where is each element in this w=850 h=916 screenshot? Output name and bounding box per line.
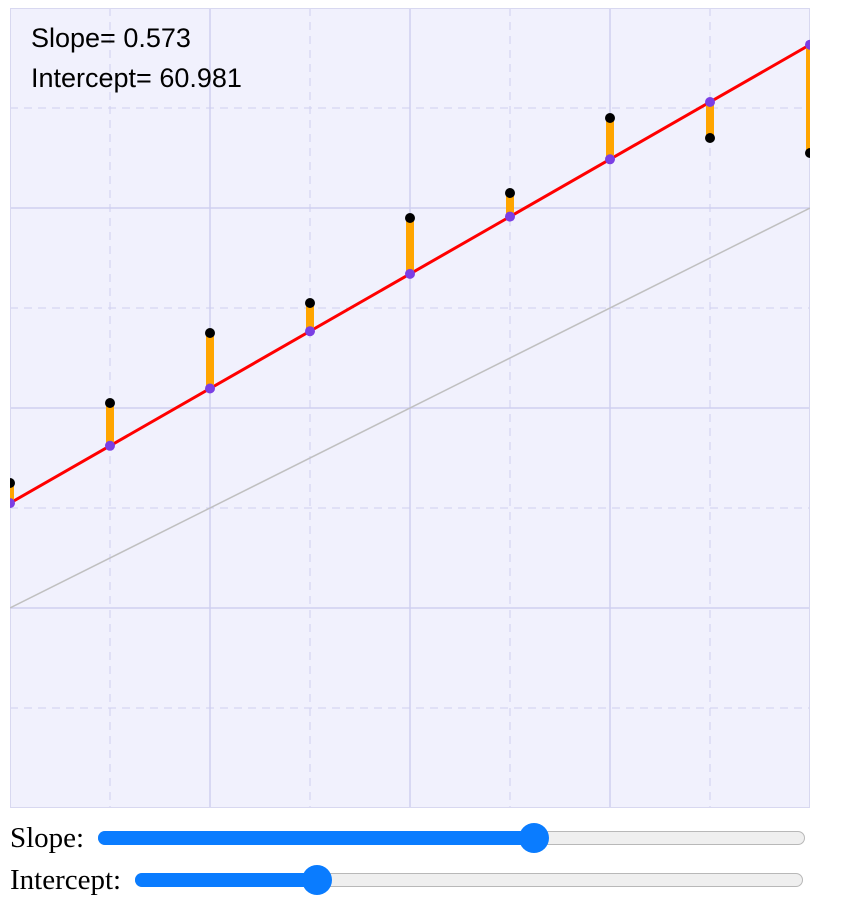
data-point [305,298,315,308]
slope-control: Slope: [10,818,806,858]
intercept-slider-thumb[interactable] [301,865,332,895]
data-point [805,148,810,158]
fitted-point [105,440,115,451]
data-point [705,133,715,143]
data-point [405,213,415,223]
fitted-point [305,326,315,337]
intercept-slider[interactable] [135,865,804,895]
fitted-point [205,383,215,394]
data-point [605,113,615,123]
intercept-readout: Intercept= 60.981 [31,63,242,93]
slope-label: Slope: [10,821,85,854]
slope-slider-thumb[interactable] [518,823,549,853]
fitted-point [605,154,615,165]
fitted-point [405,268,415,279]
data-point [10,478,15,488]
fitted-point [10,498,15,509]
fitted-point [705,96,715,107]
intercept-label: Intercept: [10,863,122,896]
plot-border [10,8,810,808]
intercept-control: Intercept: [10,860,804,900]
data-points [10,39,810,509]
slope-slider[interactable] [98,823,806,853]
reference-line [10,207,810,609]
data-point [505,188,515,198]
slope-readout: Slope= 0.573 [31,23,191,53]
grid [10,8,810,808]
data-point [105,398,115,408]
intercept-slider-fill [135,873,317,887]
slope-slider-fill [98,831,534,845]
scatter-plot: Slope= 0.573 Intercept= 60.981 [10,8,810,808]
fitted-point [505,211,515,222]
fitted-point [805,39,810,50]
data-point [205,328,215,338]
